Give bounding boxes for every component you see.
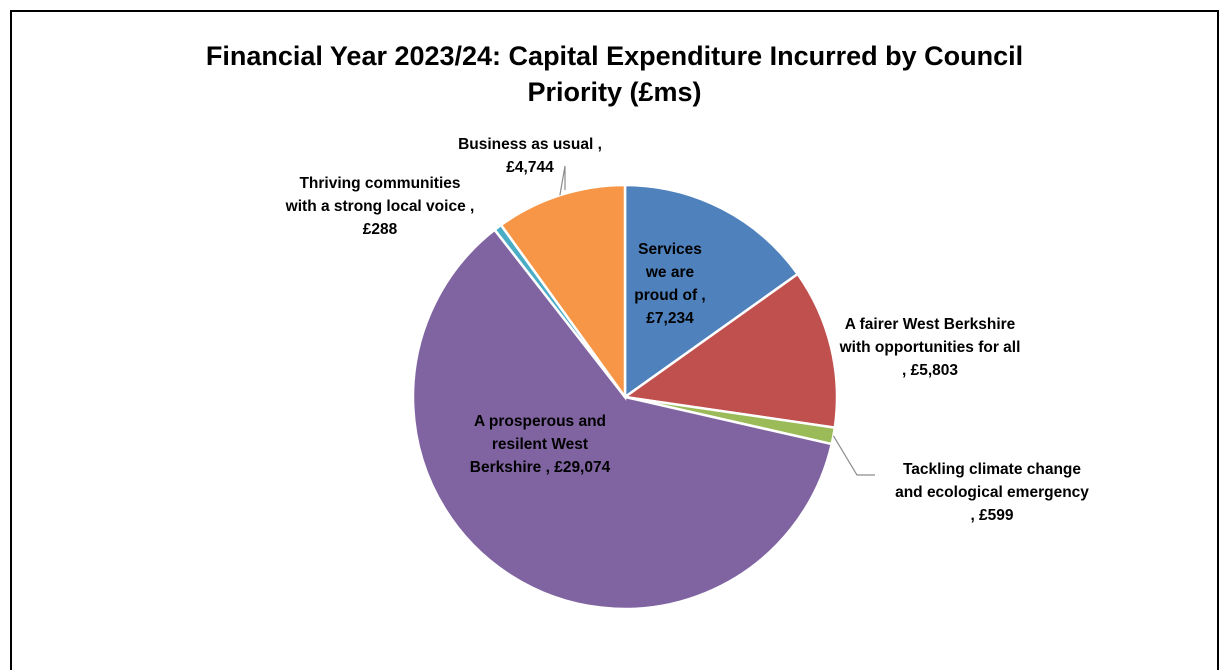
chart-title-line-1: Financial Year 2023/24: Capital Expendit… [205,41,1024,71]
chart-title: Financial Year 2023/24: Capital Expendit… [0,38,1229,110]
pie-slice-6 [499,183,627,401]
pie-slice-2 [621,272,839,430]
leader-lines [559,165,875,476]
slice-label-6-line-1: Business as usual , [458,136,602,153]
slice-label-1: Services we are proud of , £7,234 [634,241,705,327]
pie-slice-1 [623,183,800,400]
slice-labels: Services we are proud of , £7,234 A fairer W… [285,136,1090,524]
slice-label-1-line-2: we are [645,264,695,281]
slice-label-2-line-3: , £5,803 [902,362,958,379]
leader-line-3 [832,435,875,476]
slice-label-2-line-2: with opportunities for all [839,339,1021,356]
pie-slice-4 [411,228,834,611]
leader-line-6 [559,165,566,196]
slice-label-4-line-3: Berkshire , £29,074 [470,459,611,476]
slice-label-3-line-2: and ecological emergency [895,484,1089,501]
slice-label-6: Business as usual , £4,744 [458,136,602,176]
pie-slices [411,183,839,611]
slice-label-5-line-3: £288 [363,221,398,238]
slice-label-1-line-1: Services [638,241,702,258]
slice-label-3: Tackling climate change and ecological em… [895,461,1089,524]
slice-label-1-line-4: £7,234 [646,310,694,327]
slice-label-2-line-1: A fairer West Berkshire [845,316,1016,333]
slice-label-4: A prosperous and resilent West Berkshire ,… [470,413,611,476]
slice-label-3-line-3: , £599 [970,507,1013,524]
slice-label-1-line-3: proud of , [634,287,705,304]
slice-label-5: Thriving communities with a strong local … [285,175,475,238]
slice-label-4-line-2: resilent West [492,436,588,453]
slice-label-3-line-1: Tackling climate change [903,461,1081,478]
slice-label-5-line-2: with a strong local voice , [285,198,475,215]
slice-label-4-line-1: A prosperous and [474,413,606,430]
chart-frame [10,10,1219,670]
slice-label-5-line-1: Thriving communities [299,175,460,192]
slice-label-6-line-2: £4,744 [506,159,554,176]
chart-title-line-2: Priority (£ms) [527,77,702,107]
slice-label-2: A fairer West Berkshire with opportunitie… [839,316,1021,379]
